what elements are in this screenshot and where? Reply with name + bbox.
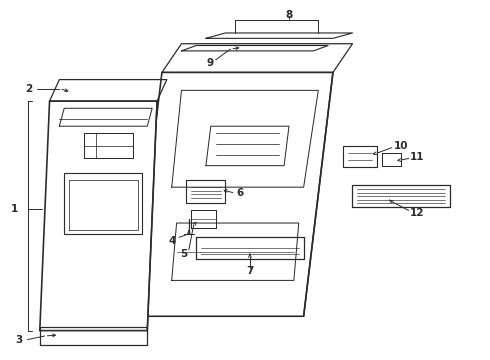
- Text: 12: 12: [410, 208, 424, 218]
- Polygon shape: [40, 101, 157, 330]
- Text: 7: 7: [246, 266, 253, 276]
- Text: 9: 9: [206, 58, 213, 68]
- Text: 2: 2: [25, 84, 33, 94]
- Text: 8: 8: [285, 10, 293, 20]
- Text: 11: 11: [410, 152, 424, 162]
- Text: 5: 5: [180, 248, 188, 258]
- Polygon shape: [64, 173, 143, 234]
- Text: 6: 6: [237, 188, 244, 198]
- Text: 4: 4: [169, 236, 176, 246]
- Text: 3: 3: [16, 334, 23, 345]
- Text: 10: 10: [394, 141, 409, 151]
- Text: 1: 1: [11, 204, 18, 214]
